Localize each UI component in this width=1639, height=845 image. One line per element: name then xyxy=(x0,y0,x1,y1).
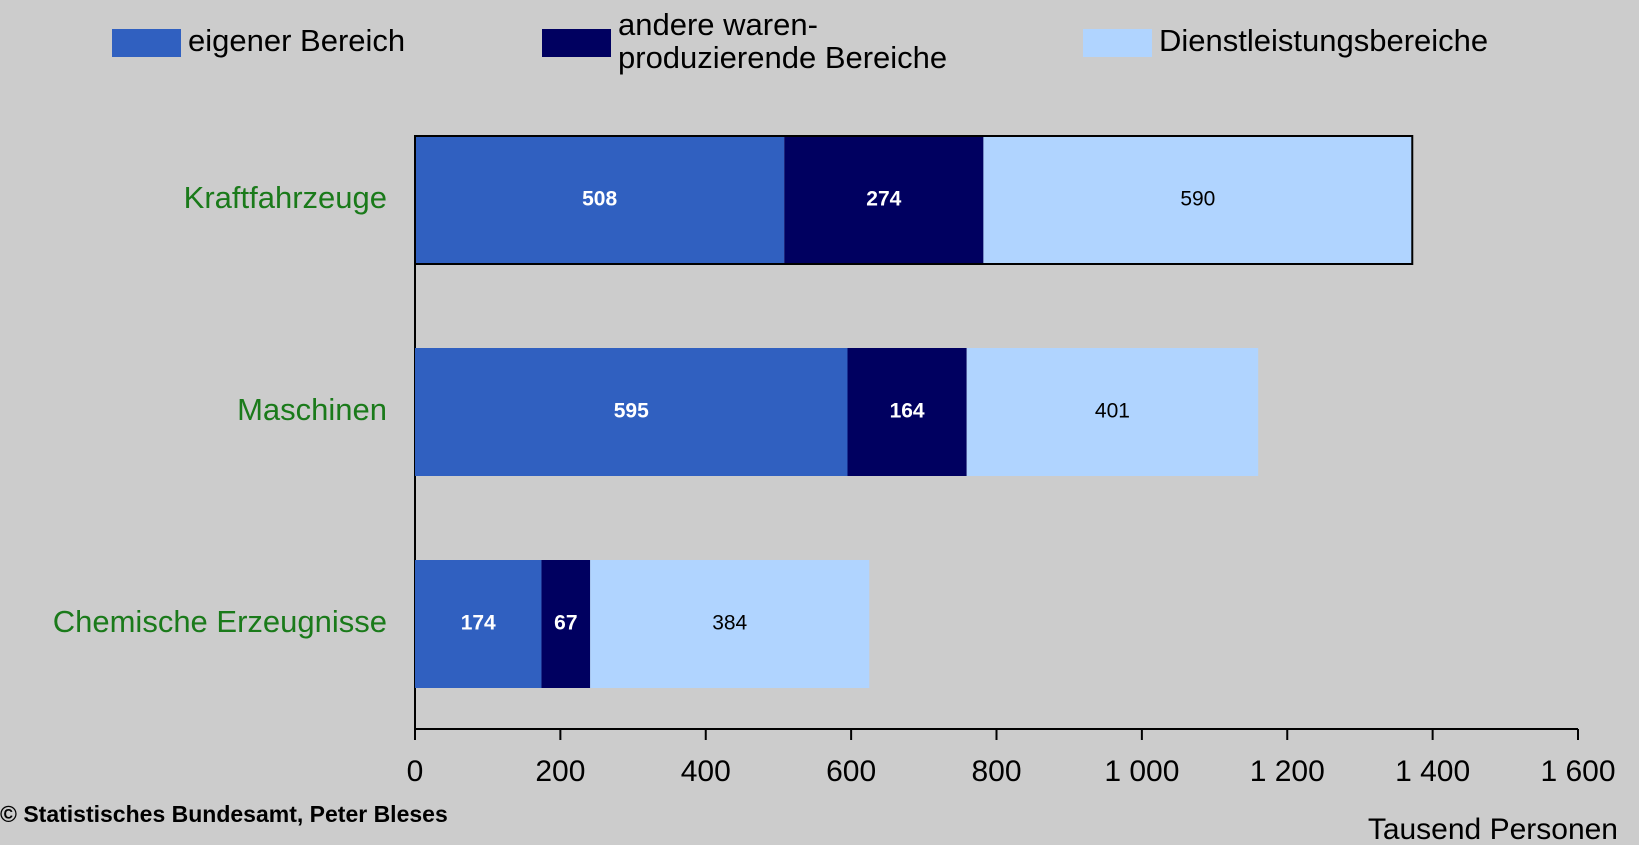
x-axis-title: Tausend Personen xyxy=(1368,813,1618,845)
legend-label-line: andere waren- xyxy=(618,7,818,42)
legend-label-line: produzierende Bereiche xyxy=(618,40,947,75)
value-label: 384 xyxy=(712,612,747,635)
legend-label-line: Dienstleistungsbereiche xyxy=(1159,23,1488,58)
x-tick-label: 800 xyxy=(971,755,1021,788)
value-label: 274 xyxy=(866,188,901,211)
legend-label: Dienstleistungsbereiche xyxy=(1159,23,1488,58)
category-label: Chemische Erzeugnisse xyxy=(53,604,387,639)
bar-segment xyxy=(415,348,848,476)
bar-segment xyxy=(541,560,591,688)
bar-segment xyxy=(966,348,1259,476)
value-label: 67 xyxy=(554,612,577,635)
x-tick-label: 400 xyxy=(681,755,731,788)
bar-segment xyxy=(983,136,1413,264)
legend-label: eigener Bereich xyxy=(188,23,405,58)
bar-segment xyxy=(415,136,785,264)
highlight-border xyxy=(414,135,1414,265)
bar-segment xyxy=(590,560,870,688)
legend-swatch xyxy=(542,29,611,57)
bar-segment xyxy=(415,560,542,688)
category-label: Kraftfahrzeuge xyxy=(184,180,387,215)
legend-swatch xyxy=(112,29,181,57)
x-tick-label: 1 200 xyxy=(1250,755,1325,788)
value-label: 508 xyxy=(582,188,617,211)
value-label: 590 xyxy=(1180,188,1215,211)
x-tick-label: 200 xyxy=(535,755,585,788)
value-label: 401 xyxy=(1095,400,1130,423)
value-label: 595 xyxy=(614,400,649,423)
legend-swatch xyxy=(1083,29,1152,57)
x-tick-label: 600 xyxy=(826,755,876,788)
legend-label-line: eigener Bereich xyxy=(188,23,405,58)
category-label: Maschinen xyxy=(237,392,387,427)
value-label: 174 xyxy=(461,612,496,635)
bar-segment xyxy=(847,348,967,476)
x-tick-label: 0 xyxy=(407,755,424,788)
x-tick-label: 1 600 xyxy=(1540,755,1615,788)
bar-segment xyxy=(784,136,984,264)
x-tick-label: 1 400 xyxy=(1395,755,1470,788)
source: © Statistisches Bundesamt, Peter Bleses xyxy=(0,801,448,827)
x-tick-label: 1 000 xyxy=(1104,755,1179,788)
legend-label: andere waren-produzierende Bereiche xyxy=(618,7,947,75)
value-label: 164 xyxy=(890,400,925,423)
